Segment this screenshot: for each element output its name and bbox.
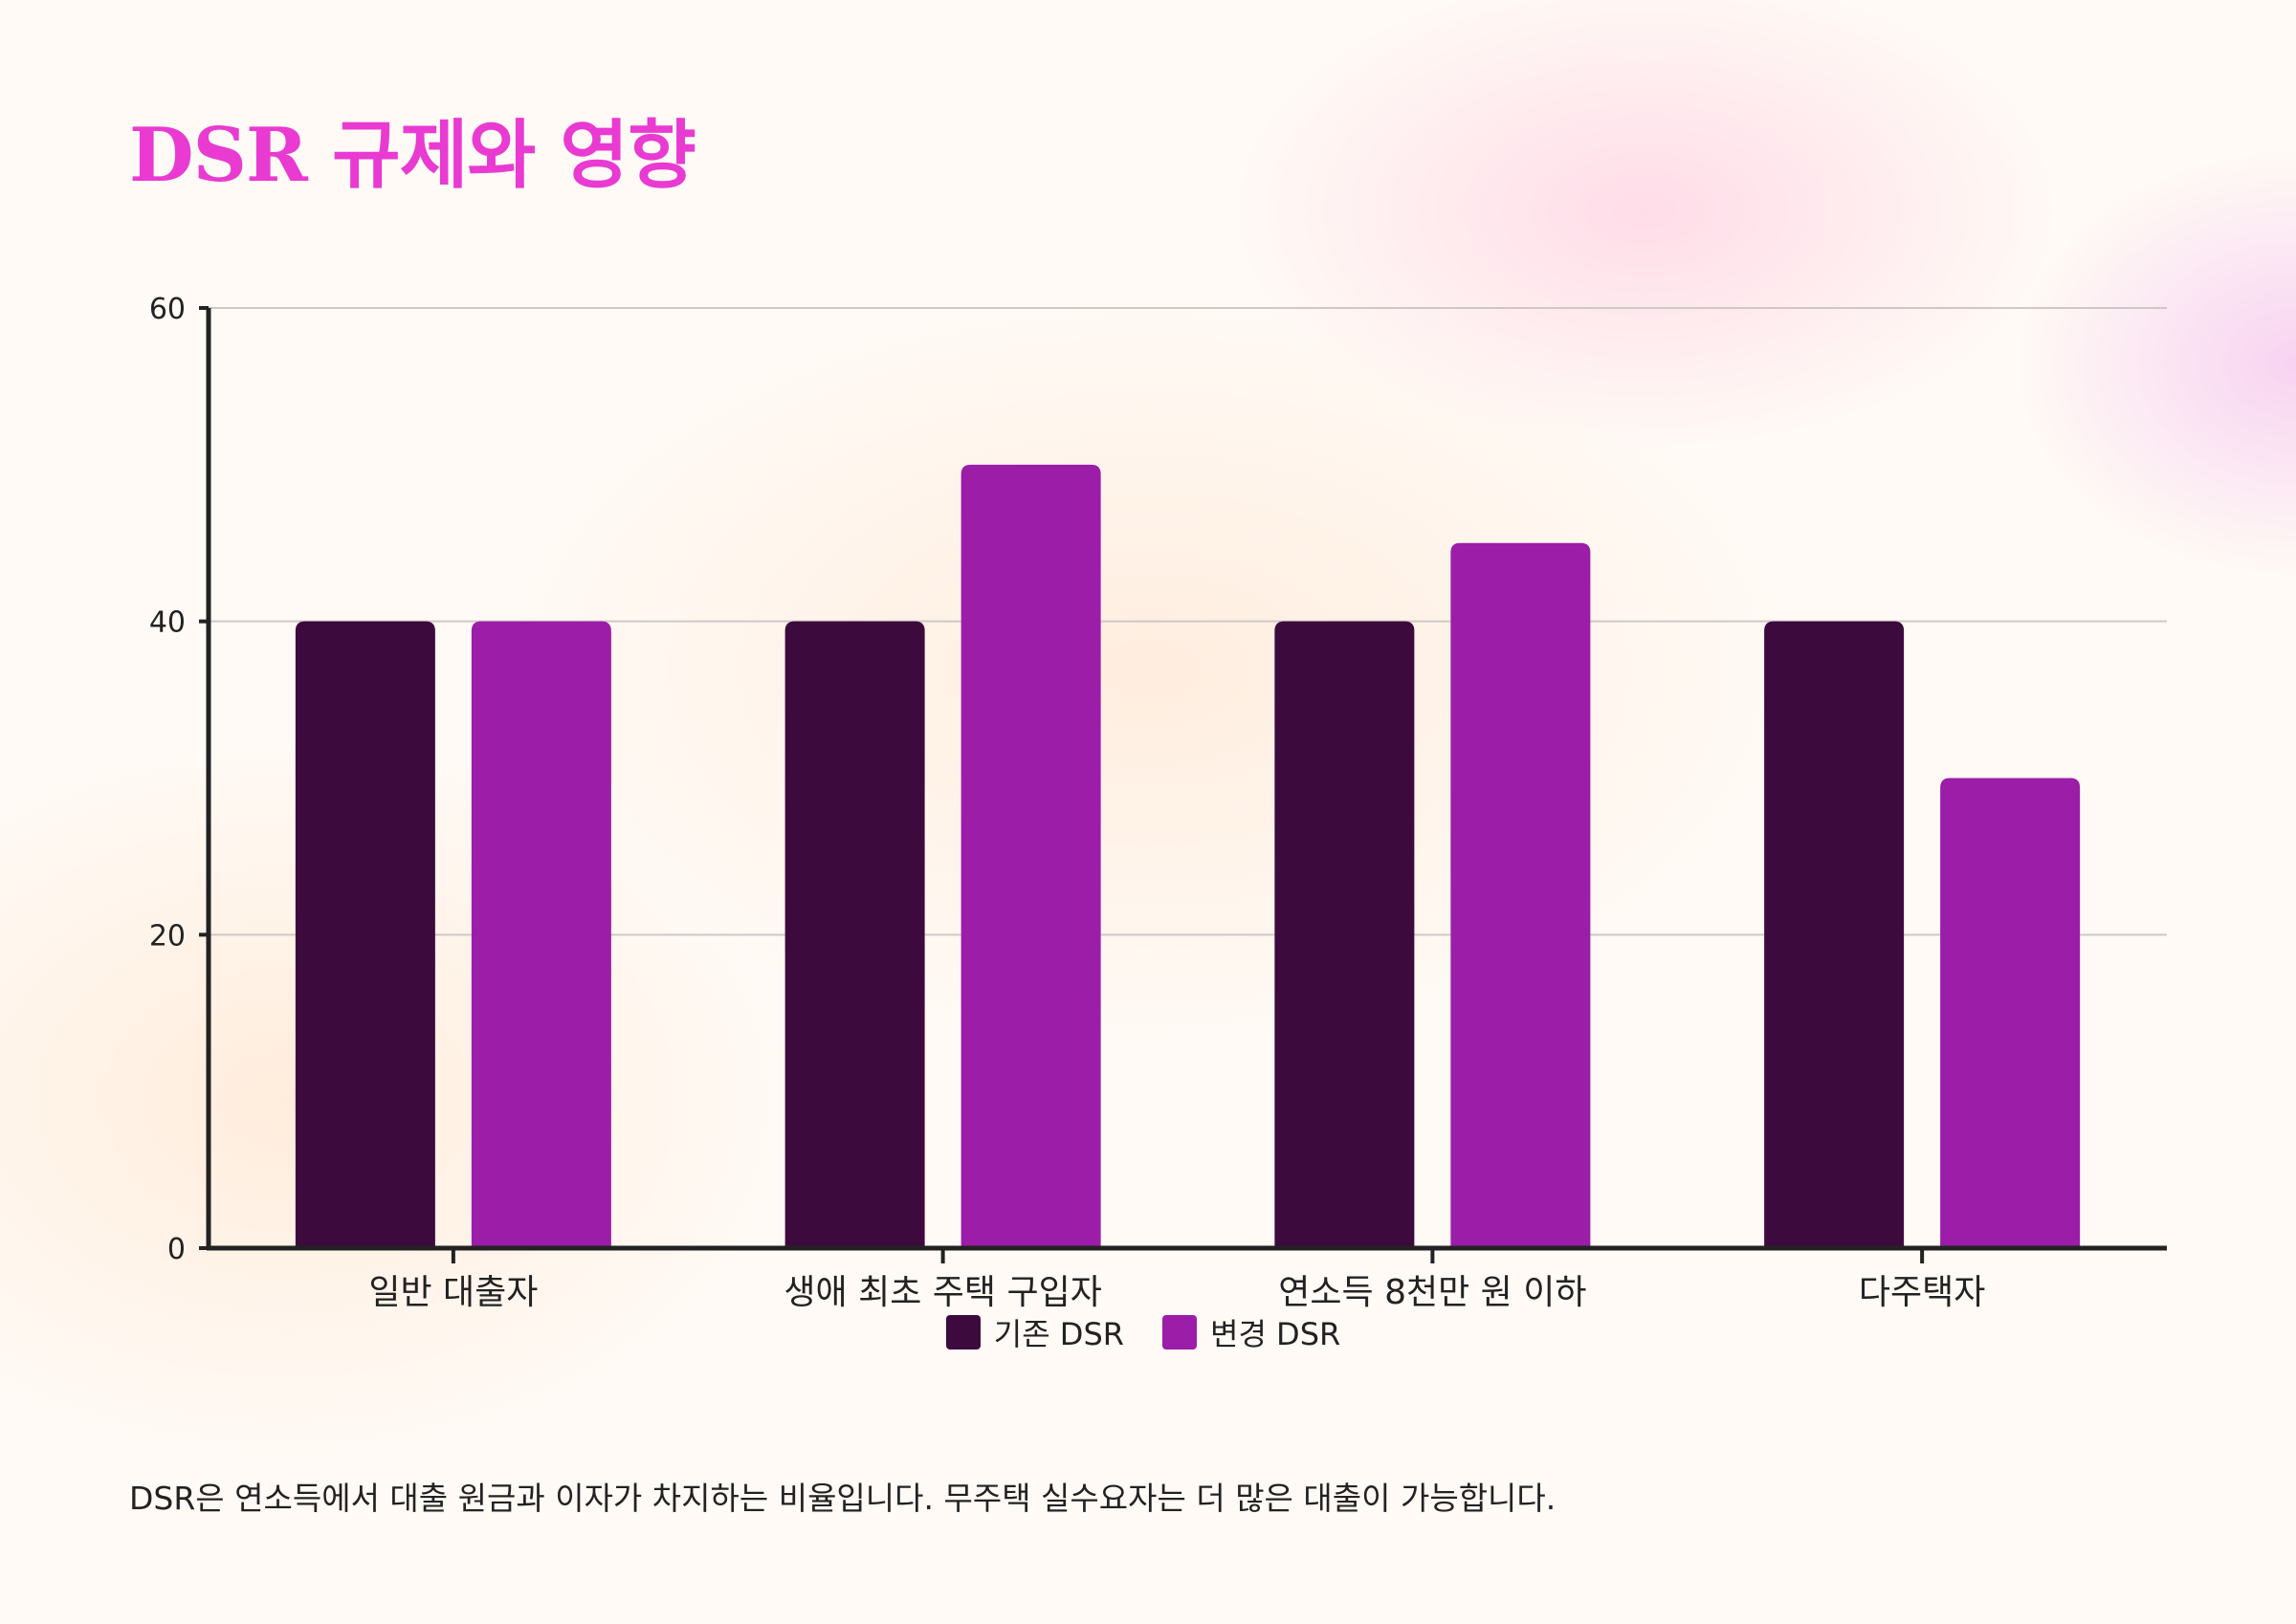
legend-label-series-0: 기존 DSR xyxy=(993,1316,1124,1352)
y-tick-label: 40 xyxy=(149,606,186,640)
bars xyxy=(295,464,2081,1248)
y-tick-label: 20 xyxy=(149,919,186,953)
x-tick-label: 일반 대출자 xyxy=(368,1273,538,1312)
bar-series-0-3 xyxy=(1764,621,1905,1248)
bar-series-0-0 xyxy=(295,621,435,1248)
bar-series-1-2 xyxy=(1450,542,1591,1248)
y-tick-label: 60 xyxy=(149,293,186,326)
bar-series-1-0 xyxy=(471,621,611,1248)
x-tick-label: 생애 최초 주택 구입자 xyxy=(784,1273,1101,1312)
y-tick-label: 0 xyxy=(167,1233,186,1266)
legend-swatch-series-1 xyxy=(1162,1315,1197,1350)
axes xyxy=(199,306,2167,1263)
bar-series-1-3 xyxy=(1940,778,2081,1248)
page-title: DSR 규제와 영향 xyxy=(129,112,696,199)
bar-series-1-1 xyxy=(960,464,1101,1248)
x-tick-label: 다주택자 xyxy=(1859,1273,1985,1312)
footnote: DSR은 연소득에서 대출 원금과 이자가 차지하는 비율입니다. 무주택 실수… xyxy=(129,1480,1556,1517)
x-tick-label: 연소득 8천만 원 이하 xyxy=(1278,1273,1586,1312)
legend-swatch-series-0 xyxy=(945,1315,981,1350)
legend: 기존 DSR 변경 DSR xyxy=(0,1310,2296,1354)
legend-item-series-1: 변경 DSR xyxy=(1162,1310,1340,1354)
axis-labels: 0 20 40 60 일반 대출자 생애 최초 주택 구입자 연소득 8천만 원 이하 다주택… xyxy=(149,293,1986,1312)
bar-series-0-1 xyxy=(784,621,925,1248)
legend-label-series-1: 변경 DSR xyxy=(1210,1316,1341,1352)
legend-item-series-0: 기존 DSR xyxy=(945,1310,1124,1354)
bar-series-0-2 xyxy=(1274,621,1415,1248)
